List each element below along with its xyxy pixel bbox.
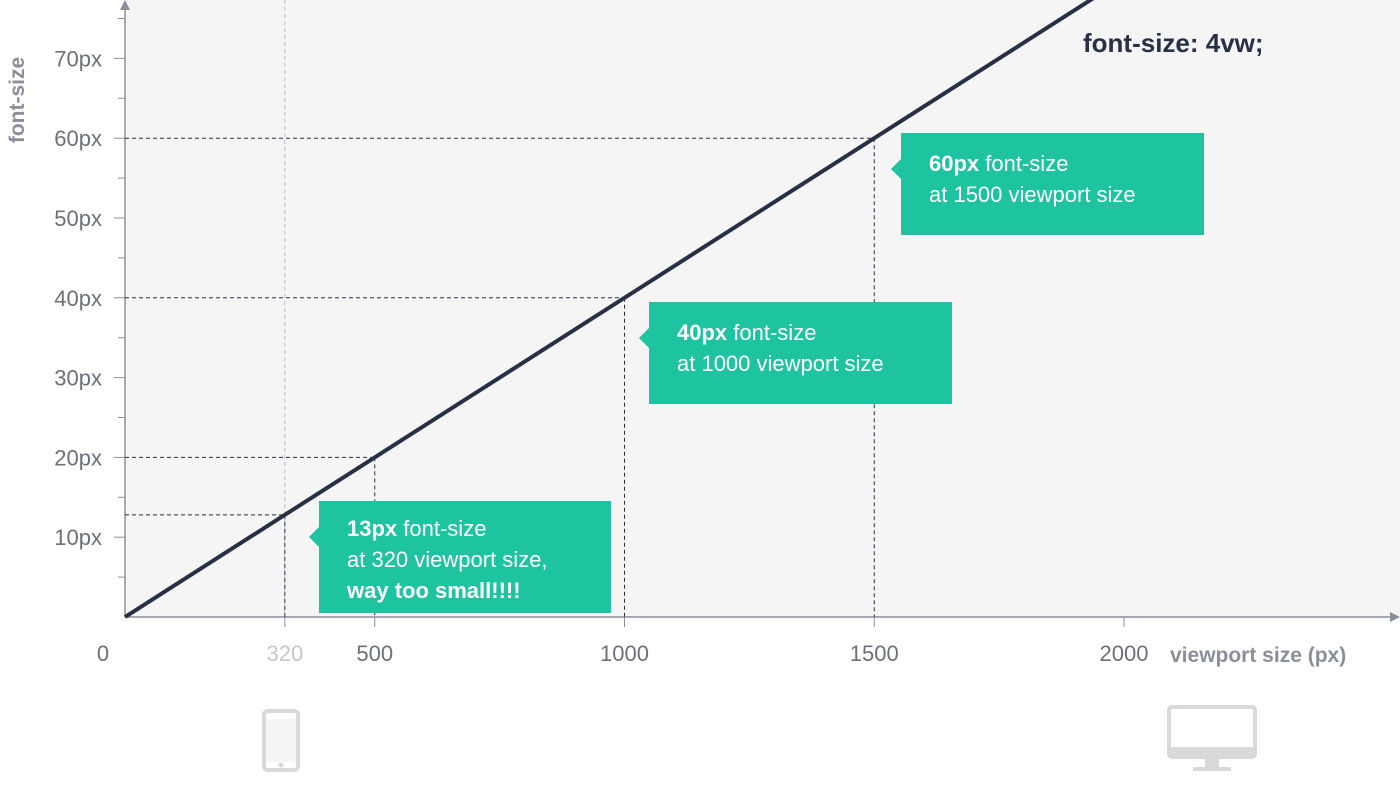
callout-1500-value: 60px bbox=[929, 151, 980, 176]
x-axis-label: viewport size (px) bbox=[1170, 644, 1346, 667]
callout-1000-value: 40px bbox=[677, 320, 728, 345]
callout-1500: 60px font-size at 1500 viewport size bbox=[891, 133, 1204, 235]
y-tick-label: 30px bbox=[54, 366, 102, 391]
formula-label: font-size: 4vw; bbox=[1083, 28, 1264, 58]
phone-icon bbox=[262, 709, 300, 772]
y-axis-arrow bbox=[120, 0, 130, 10]
y-tick-label: 10px bbox=[54, 525, 102, 550]
y-tick-label: 20px bbox=[54, 445, 102, 470]
x-tick-label: 500 bbox=[356, 641, 393, 666]
callout-1500-line2: at 1500 viewport size bbox=[929, 182, 1136, 207]
callout-320-line3: way too small!!!! bbox=[347, 578, 521, 603]
y-axis-label: font-size bbox=[6, 57, 29, 143]
y-tick-label: 70px bbox=[54, 46, 102, 71]
callout-320-line2: at 320 viewport size, bbox=[347, 547, 548, 572]
callout-320-value: 13px bbox=[347, 516, 398, 541]
callout-1500-text: font-size bbox=[985, 151, 1069, 176]
callout-320-text: font-size bbox=[403, 516, 487, 541]
callout-1000-line2: at 1000 viewport size bbox=[677, 351, 884, 376]
series-line bbox=[123, 0, 1095, 619]
y-tick-label: 50px bbox=[54, 206, 102, 231]
x-tick-label: 0 bbox=[97, 641, 109, 666]
x-tick-label: 320 bbox=[266, 641, 303, 666]
desktop-monitor-icon bbox=[1167, 705, 1257, 771]
x-axis-arrow bbox=[1390, 612, 1400, 622]
y-tick-label: 60px bbox=[54, 126, 102, 151]
callout-1000: 40px font-size at 1000 viewport size bbox=[639, 302, 952, 404]
x-tick-label: 1000 bbox=[600, 641, 649, 666]
callout-1000-text: font-size bbox=[733, 320, 817, 345]
x-tick-label: 2000 bbox=[1100, 641, 1149, 666]
callout-320: 13px font-size at 320 viewport size, way… bbox=[309, 501, 611, 613]
x-tick-label: 1500 bbox=[850, 641, 899, 666]
y-tick-label: 40px bbox=[54, 286, 102, 311]
